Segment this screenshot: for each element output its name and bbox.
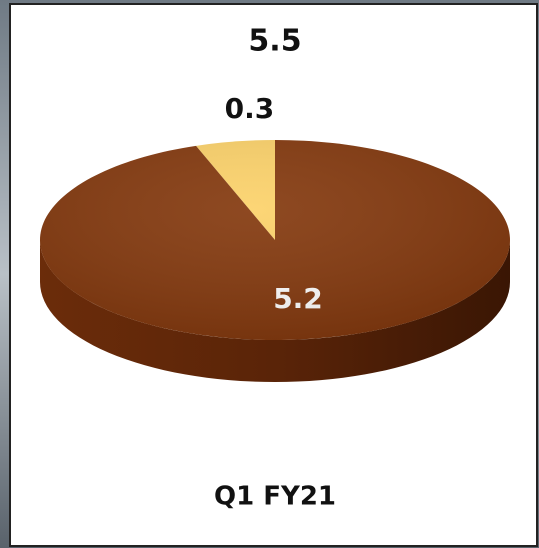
chart-title: 5.5 bbox=[248, 24, 301, 59]
data-label: 5.2 bbox=[273, 282, 323, 315]
data-label: 0.3 bbox=[225, 92, 275, 125]
pie-side bbox=[40, 240, 510, 382]
x-axis-label: Q1 FY21 bbox=[214, 482, 336, 512]
